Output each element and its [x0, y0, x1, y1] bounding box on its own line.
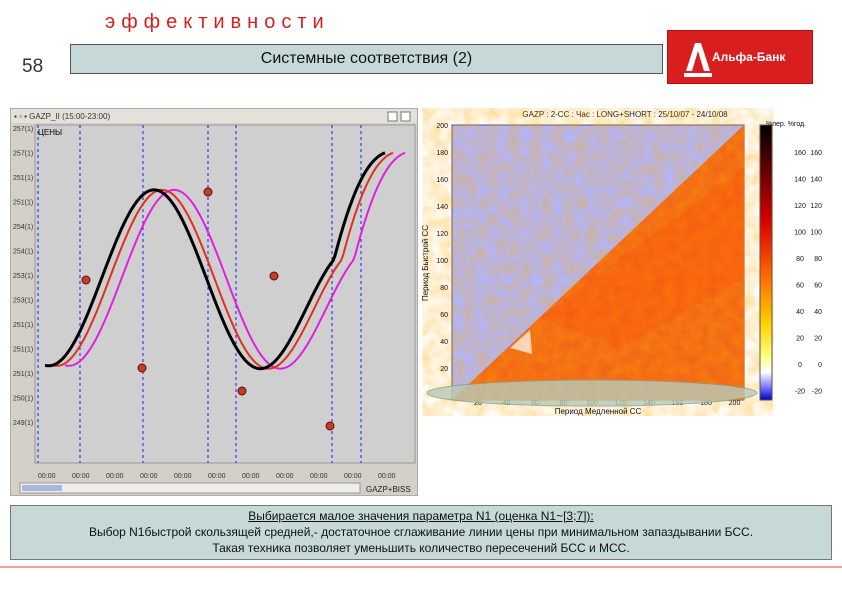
y-tick-label: 251(1): [13, 347, 33, 354]
heatmap-x-tick: 180: [700, 400, 712, 407]
bottom-divider: [0, 566, 842, 568]
legend-tick-right: 20: [814, 336, 822, 343]
legend-tick-left: 40: [796, 309, 804, 316]
fast-ma-line: [52, 151, 394, 370]
heatmap-y-tick: 100: [436, 258, 448, 265]
price-line: [44, 151, 386, 371]
alfa-bank-logo: [667, 30, 813, 84]
legend-tick-right: 100: [810, 230, 822, 237]
y-tick-label: 257(1): [13, 126, 33, 133]
crossover-marker: [81, 275, 91, 285]
x-tick-label: 00:00: [208, 473, 226, 480]
heatmap-y-tick: 140: [436, 204, 448, 211]
x-tick-label: 00:00: [106, 473, 124, 480]
y-tick-label: 251(1): [13, 371, 33, 378]
legend-tick-left: 120: [794, 203, 806, 210]
y-tick-label: 253(1): [13, 273, 33, 280]
legend-tick-left: 60: [796, 283, 804, 290]
heatmap-ylabel: Период Быстрой СС: [421, 225, 430, 301]
heatmap-xlabel: Период Медленной СС: [555, 407, 642, 416]
legend-tick-left: 160: [794, 150, 806, 157]
y-tick-label: 254(1): [13, 224, 33, 231]
heatmap-y-tick: 40: [440, 339, 448, 346]
x-tick-label: 00:00: [38, 473, 56, 480]
caption-line-3: Такая техника позволяет уменьшить количе…: [212, 541, 630, 555]
slide-title-text: Системные соответствия (2): [260, 50, 473, 67]
caption-line-1: Выбирается малое значения параметра N1 (…: [248, 509, 594, 523]
legend-tick-right: 120: [810, 203, 822, 210]
x-tick-label: 00:00: [344, 473, 362, 480]
legend-title: %пер. %год.: [766, 121, 806, 128]
price-chart: ▪ ▫ ▪ GAZP_II (15:00-23:00) ЦЕНЫ 257(1) 2…: [9, 107, 419, 497]
y-tick-label: 251(1): [13, 175, 33, 182]
x-tick-label: 00:00: [242, 473, 260, 480]
y-tick-label: 251(1): [13, 322, 33, 329]
y-tick-label: 253(1): [13, 298, 33, 305]
section-heading: эффективности: [105, 11, 330, 33]
y-tick-label: 250(1): [13, 396, 33, 403]
crossover-marker: [325, 421, 335, 431]
color-legend-bar: [759, 124, 773, 401]
x-tick-label: 00:00: [72, 473, 90, 480]
price-chart-window: ▪ ▫ ▪ GAZP_II (15:00-23:00) ЦЕНЫ 257(1) 2…: [9, 107, 419, 497]
chart-window-title: ▪ ▫ ▪ GAZP_II (15:00-23:00): [14, 112, 110, 121]
heatmap-x-tick: 20: [474, 400, 482, 407]
caption-line-2: Выбор N1быстрой скользящей средней,- дос…: [88, 525, 754, 539]
horizontal-scrollbar[interactable]: [19, 482, 361, 494]
y-tick-label: 251(1): [13, 200, 33, 207]
legend-tick-left: 140: [794, 177, 806, 184]
heatmap-panel: GAZP : 2-CC : Час : LONG+SHORT : 25/10/0…: [420, 108, 830, 416]
legend-tick-left: 100: [794, 230, 806, 237]
legend-tick-left: -20: [795, 389, 805, 396]
chart-bottom-label: GAZP+BISS: [366, 485, 411, 494]
legend-tick-right: 0: [818, 362, 822, 369]
y-tick-label: 249(1): [13, 420, 33, 427]
y-tick-label: 254(1): [13, 249, 33, 256]
heatmap-y-tick: 120: [436, 231, 448, 238]
legend-tick-left: 80: [796, 256, 804, 263]
heatmap-title: GAZP : 2-CC : Час : LONG+SHORT : 25/10/0…: [522, 110, 728, 119]
heatmap-y-tick: 200: [436, 123, 448, 130]
heatmap-chart: GAZP : 2-CC : Час : LONG+SHORT : 25/10/0…: [421, 110, 822, 416]
heatmap-y-tick: 160: [436, 177, 448, 184]
highlight-ellipse: [426, 379, 758, 407]
legend-tick-right: 40: [814, 309, 822, 316]
crossover-marker: [269, 271, 279, 281]
heatmap-y-tick: 80: [440, 285, 448, 292]
x-tick-label: 00:00: [140, 473, 158, 480]
logo-text: Альфа-Банк: [712, 50, 786, 64]
legend-tick-right: 160: [810, 150, 822, 157]
legend-tick-left: 0: [798, 362, 802, 369]
crossover-marker: [137, 363, 147, 373]
alfa-logo-icon: [684, 43, 712, 77]
legend-tick-right: -20: [812, 389, 822, 396]
slide-title: Системные соответствия (2): [70, 44, 663, 74]
x-tick-label: 00:00: [174, 473, 192, 480]
legend-tick-right: 80: [814, 256, 822, 263]
heatmap-y-tick: 20: [440, 366, 448, 373]
chart-label: ЦЕНЫ: [38, 128, 62, 137]
minimize-button[interactable]: [387, 111, 398, 122]
heatmap-y-tick: 60: [440, 312, 448, 319]
scrollbar-thumb[interactable]: [22, 485, 62, 491]
x-tick-label: 00:00: [310, 473, 328, 480]
slow-ma-line: [64, 151, 406, 370]
x-tick-label: 00:00: [378, 473, 396, 480]
crossover-marker: [237, 386, 247, 396]
heatmap-y-tick: 180: [436, 150, 448, 157]
caption-box: Выбирается малое значения параметра N1 (…: [10, 505, 832, 560]
x-tick-label: 00:00: [276, 473, 294, 480]
heatmap-x-tick: 200: [729, 400, 741, 407]
close-button[interactable]: [400, 111, 411, 122]
legend-tick-right: 140: [810, 177, 822, 184]
legend-tick-left: 20: [796, 336, 804, 343]
y-tick-label: 257(1): [13, 151, 33, 158]
legend-tick-right: 60: [814, 283, 822, 290]
slide-number: 58: [22, 56, 44, 77]
crossover-marker: [203, 187, 213, 197]
